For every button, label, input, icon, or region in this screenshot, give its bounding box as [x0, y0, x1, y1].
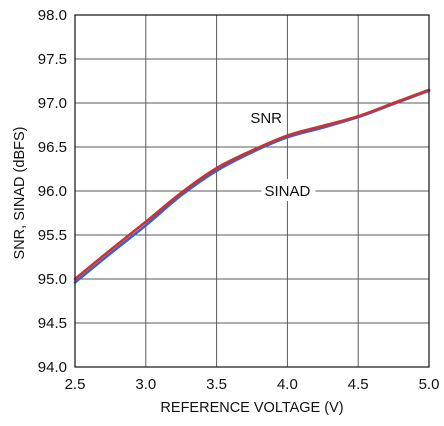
y-axis-title: SNR, SINAD (dBFS) [12, 127, 28, 260]
series-annotations: SNR SINAD [250, 110, 316, 201]
y-tick-label: 94.5 [38, 315, 67, 332]
y-tick-label: 98.0 [38, 7, 67, 24]
y-tick-label: 97.5 [38, 51, 67, 68]
series-line-snr [73, 88, 431, 281]
y-tick-label: 95.5 [38, 227, 67, 244]
x-tick-labels: 2.5 3.0 3.5 4.0 4.5 5.0 [65, 376, 440, 393]
x-tick-label: 3.5 [206, 376, 227, 393]
y-tick-labels: 94.0 94.5 95.0 95.5 96.0 96.5 97.0 97.5 98.0 [38, 7, 67, 376]
annotation-snr: SNR [250, 110, 282, 127]
y-tick-label: 97.0 [38, 95, 67, 112]
y-tick-label: 94.0 [38, 359, 67, 376]
plot-frame [74, 14, 430, 368]
y-tick-label: 96.5 [38, 139, 67, 156]
x-tick-label: 4.0 [277, 376, 298, 393]
plot-border [74, 14, 430, 368]
series-lines [73, 88, 431, 284]
annotation-sinad-background [261, 179, 316, 201]
x-tick-label: 4.5 [348, 376, 369, 393]
x-tick-label: 3.0 [135, 376, 156, 393]
annotation-sinad: SINAD [264, 183, 310, 200]
x-axis-title: REFERENCE VOLTAGE (V) [160, 400, 343, 416]
y-tick-label: 95.0 [38, 271, 67, 288]
grid [74, 14, 430, 368]
x-tick-label: 2.5 [65, 376, 86, 393]
x-tick-label: 5.0 [419, 376, 440, 393]
y-tick-label: 96.0 [38, 183, 67, 200]
